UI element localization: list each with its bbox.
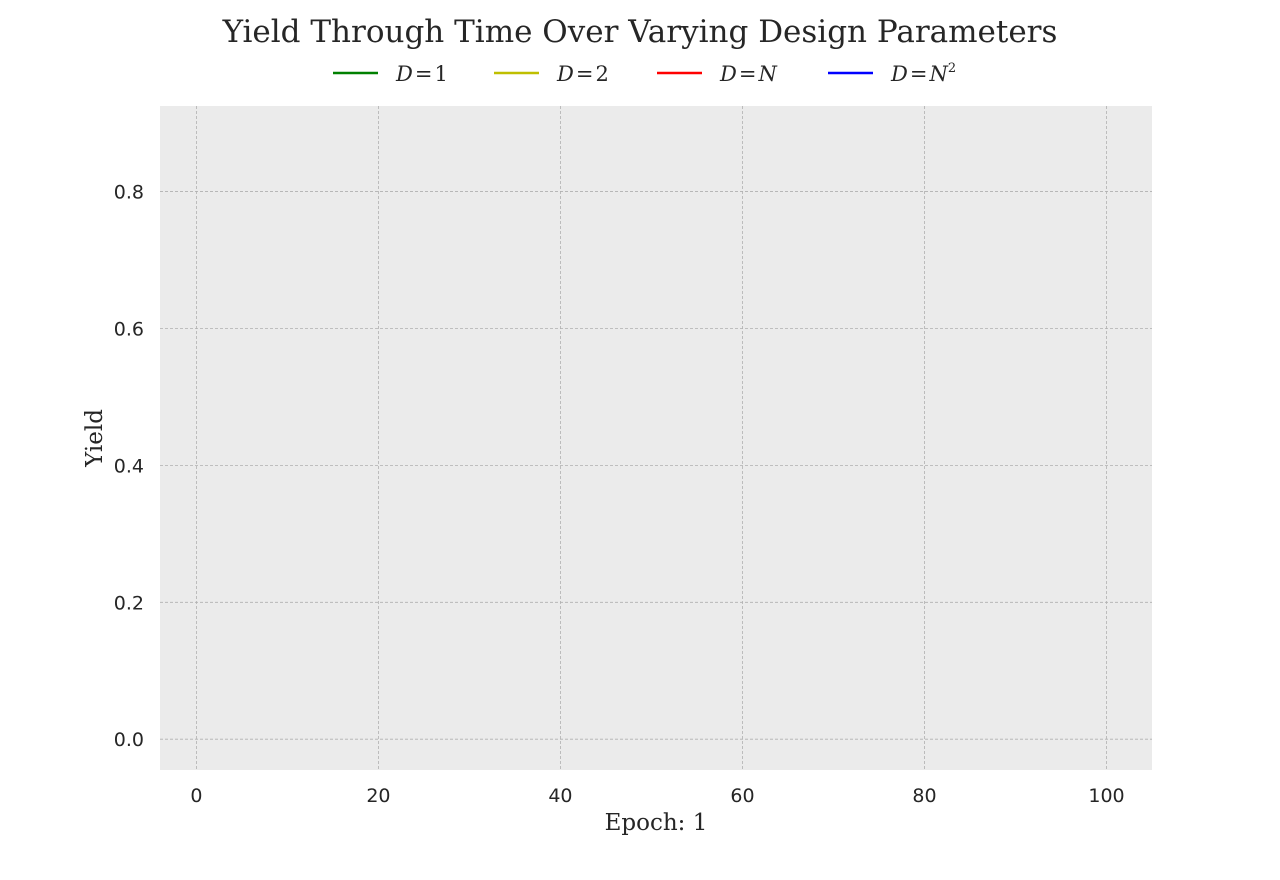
x-axis-label: Epoch: 1 — [605, 810, 708, 836]
x-axis-ticks: 0 20 40 60 80 100 — [190, 785, 1124, 807]
legend-label: D=1 — [395, 62, 448, 86]
x-tick-label: 0 — [190, 785, 202, 807]
x-tick-label: 60 — [730, 785, 754, 807]
legend-label: D=N2 — [890, 61, 956, 86]
legend-item: D=N — [657, 62, 777, 86]
y-tick-label: 0.2 — [114, 592, 144, 614]
chart-title: Yield Through Time Over Varying Design P… — [222, 14, 1058, 50]
y-tick-label: 0.8 — [114, 182, 144, 204]
legend-item: D=N2 — [828, 61, 956, 86]
grid — [160, 106, 1152, 770]
y-axis-ticks: 0.0 0.2 0.4 0.6 0.8 — [114, 182, 144, 752]
y-tick-label: 0.4 — [114, 455, 144, 477]
legend-label: D=N — [719, 62, 777, 86]
legend-item: D=1 — [333, 62, 448, 86]
y-tick-label: 0.6 — [114, 318, 144, 340]
x-tick-label: 100 — [1088, 785, 1124, 807]
y-axis-label: Yield — [82, 409, 108, 468]
x-tick-label: 80 — [912, 785, 936, 807]
legend-label: D=2 — [556, 62, 609, 86]
y-tick-label: 0.0 — [114, 729, 144, 751]
legend: D=1 D=2 D=N D=N2 — [333, 61, 956, 86]
x-tick-label: 40 — [548, 785, 572, 807]
plot-area — [160, 106, 1152, 770]
legend-item: D=2 — [494, 62, 609, 86]
x-tick-label: 20 — [366, 785, 390, 807]
